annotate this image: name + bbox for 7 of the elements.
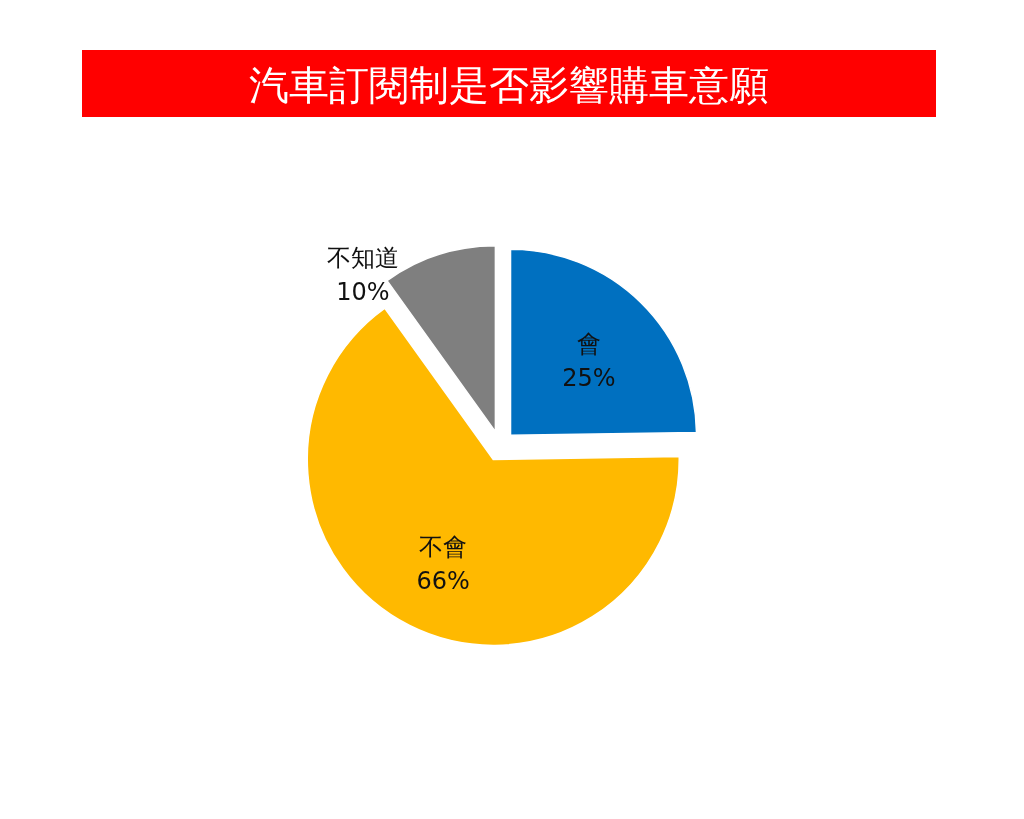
- chart-title: 汽車訂閱制是否影響購車意願: [249, 62, 769, 108]
- data-label: 25%: [562, 363, 616, 392]
- slice-label: 會: [576, 329, 601, 358]
- data-label: 66%: [416, 567, 470, 596]
- data-label: 10%: [336, 277, 390, 306]
- slice-label: 不會: [419, 533, 468, 562]
- slice-label: 不知道: [326, 243, 399, 272]
